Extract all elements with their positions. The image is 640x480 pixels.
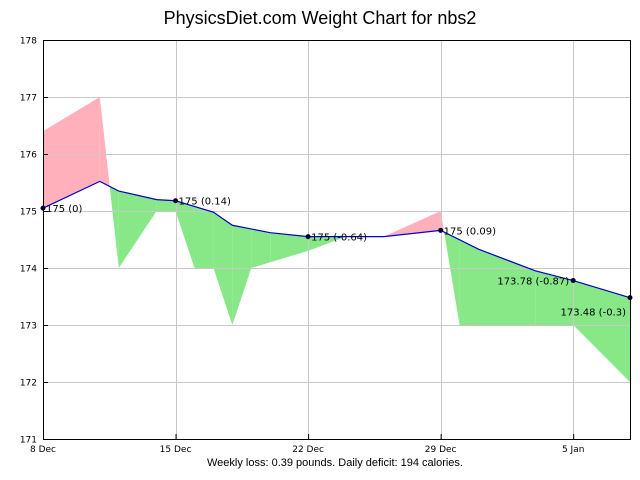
trend-layer: [42, 180, 631, 299]
trend-point: [438, 227, 444, 233]
weight-below-trend-area: [270, 232, 309, 263]
weight-below-trend-area: [194, 206, 214, 268]
trend-line: [42, 180, 631, 299]
weight-below-trend-area: [308, 236, 346, 251]
y-tick-label: 175: [20, 208, 37, 218]
weight-above-trend-area: [383, 211, 441, 237]
marker-layer: 175 (0) 175 (0.14) 175 (-0.64) 175 (0.09) 17…: [40, 197, 633, 319]
weight-below-trend-area: [535, 270, 574, 325]
y-tick-label: 177: [20, 94, 37, 104]
trend-point-label: 175 (0.09): [444, 226, 496, 237]
x-tick-label: 8 Dec: [30, 445, 56, 455]
weight-below-trend-area: [444, 232, 460, 325]
trend-point-label: 175 (-0.64): [311, 233, 367, 244]
x-tick-label: 29 Dec: [425, 445, 457, 455]
trend-point: [305, 234, 311, 240]
x-tick-label: 15 Dec: [160, 445, 192, 455]
x-tick-label: 22 Dec: [292, 445, 324, 455]
weight-below-trend-area: [175, 200, 195, 268]
trend-point-label: 173.48 (-0.3): [561, 308, 627, 319]
y-tick-label: 172: [20, 379, 37, 389]
chart-footer: Weekly loss: 0.39 pounds. Daily deficit:…: [207, 457, 463, 469]
x-tick-label: 5 Jan: [562, 445, 584, 455]
weight-above-trend-area: [43, 97, 100, 209]
y-tick-label: 174: [20, 265, 37, 275]
y-tick-label: 171: [20, 436, 37, 446]
y-tick-label: 178: [20, 37, 37, 47]
trend-point-label: 175 (0): [46, 204, 83, 215]
weight-below-trend-area: [118, 191, 157, 268]
weight-below-trend-area: [459, 239, 479, 325]
weight-below-trend-area: [232, 225, 252, 325]
weight-below-trend-area: [156, 199, 176, 211]
trend-point-label: 173.78 (-0.87): [497, 277, 569, 288]
weight-above-trend-area: [99, 97, 110, 187]
weight-below-trend-area: [573, 280, 630, 382]
weight-below-trend-area: [109, 186, 119, 268]
chart-title: PhysicsDiet.com Weight Chart for nbs2: [163, 8, 477, 28]
plot-frame: [43, 40, 631, 440]
trend-point: [570, 278, 576, 284]
axes-layer: 171 172 173 174 175 176 177 178 8 Dec 15 Dec 22 De…: [20, 37, 631, 455]
trend-point: [173, 198, 179, 204]
y-tick-label: 176: [20, 151, 37, 161]
trend-point-label: 175 (0.14): [179, 197, 231, 208]
weight-below-trend-area: [251, 228, 271, 268]
y-tick-label: 173: [20, 322, 37, 332]
